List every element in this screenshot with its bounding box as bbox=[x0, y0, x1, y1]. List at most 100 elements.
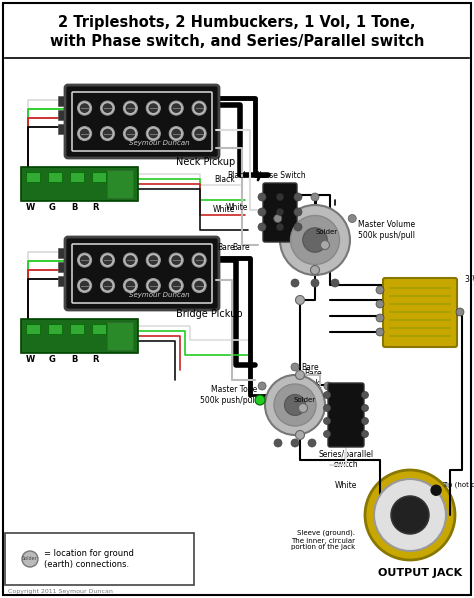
Circle shape bbox=[258, 223, 266, 231]
Text: White: White bbox=[226, 203, 248, 212]
Text: Seymour Duncan: Seymour Duncan bbox=[129, 292, 190, 298]
Circle shape bbox=[258, 208, 266, 216]
Text: Black: Black bbox=[301, 386, 322, 395]
Circle shape bbox=[277, 194, 283, 200]
Circle shape bbox=[78, 253, 91, 267]
Text: White: White bbox=[335, 481, 357, 490]
Circle shape bbox=[365, 470, 455, 560]
Circle shape bbox=[195, 104, 203, 112]
Text: Seymour Duncan: Seymour Duncan bbox=[129, 140, 190, 146]
Bar bbox=[107, 170, 133, 198]
Circle shape bbox=[295, 431, 304, 440]
Circle shape bbox=[149, 282, 157, 290]
Circle shape bbox=[308, 439, 316, 447]
Circle shape bbox=[123, 127, 137, 141]
Circle shape bbox=[103, 282, 112, 290]
Bar bbox=[70, 172, 84, 182]
Circle shape bbox=[362, 417, 368, 425]
Circle shape bbox=[294, 223, 302, 231]
Circle shape bbox=[81, 282, 89, 290]
FancyBboxPatch shape bbox=[328, 383, 364, 447]
Circle shape bbox=[81, 104, 89, 112]
Circle shape bbox=[192, 101, 206, 115]
Circle shape bbox=[146, 253, 160, 267]
FancyBboxPatch shape bbox=[65, 85, 219, 158]
Text: Bare: Bare bbox=[304, 368, 322, 377]
Circle shape bbox=[123, 279, 137, 292]
Bar bbox=[26, 172, 40, 182]
Circle shape bbox=[172, 256, 181, 264]
Text: W: W bbox=[26, 355, 35, 364]
Circle shape bbox=[258, 193, 266, 201]
Circle shape bbox=[192, 253, 206, 267]
Circle shape bbox=[299, 404, 308, 413]
Text: B: B bbox=[71, 203, 77, 212]
Circle shape bbox=[192, 279, 206, 292]
Circle shape bbox=[103, 129, 112, 138]
Bar bbox=[58, 276, 64, 286]
Bar bbox=[26, 324, 40, 334]
Circle shape bbox=[100, 279, 115, 292]
Circle shape bbox=[295, 295, 304, 304]
Circle shape bbox=[172, 282, 181, 290]
Circle shape bbox=[362, 431, 368, 438]
Text: Bridge Pickup: Bridge Pickup bbox=[176, 309, 243, 319]
Bar bbox=[114, 324, 128, 334]
Circle shape bbox=[195, 256, 203, 264]
Circle shape bbox=[81, 256, 89, 264]
Circle shape bbox=[255, 395, 265, 405]
Text: Tip (hot output): Tip (hot output) bbox=[442, 481, 474, 487]
Bar bbox=[58, 96, 64, 106]
Text: G: G bbox=[48, 355, 55, 364]
Circle shape bbox=[323, 417, 330, 425]
Text: Master Tone
500k push/pull: Master Tone 500k push/pull bbox=[200, 385, 257, 405]
Circle shape bbox=[303, 228, 327, 252]
Bar bbox=[58, 248, 64, 258]
Circle shape bbox=[274, 439, 282, 447]
Text: with Phase switch, and Series/Parallel switch: with Phase switch, and Series/Parallel s… bbox=[50, 35, 424, 50]
Circle shape bbox=[103, 104, 112, 112]
Circle shape bbox=[320, 240, 329, 249]
Circle shape bbox=[323, 431, 330, 438]
Circle shape bbox=[78, 127, 91, 141]
Circle shape bbox=[431, 485, 441, 495]
Bar bbox=[48, 172, 62, 182]
Text: Bare: Bare bbox=[301, 363, 319, 372]
Circle shape bbox=[376, 286, 384, 294]
Text: R: R bbox=[93, 203, 99, 212]
Circle shape bbox=[123, 101, 137, 115]
Text: Solder: Solder bbox=[294, 397, 316, 403]
Circle shape bbox=[311, 193, 319, 201]
Bar bbox=[58, 110, 64, 120]
Circle shape bbox=[149, 129, 157, 138]
Text: W: W bbox=[26, 203, 35, 212]
Text: Bare: Bare bbox=[232, 243, 250, 252]
Circle shape bbox=[291, 215, 339, 264]
Circle shape bbox=[146, 279, 160, 292]
Circle shape bbox=[294, 193, 302, 201]
Circle shape bbox=[103, 256, 112, 264]
Text: Black: Black bbox=[300, 379, 320, 388]
Circle shape bbox=[172, 104, 181, 112]
Text: Master Volume
500k push/pull: Master Volume 500k push/pull bbox=[358, 220, 415, 240]
FancyBboxPatch shape bbox=[21, 167, 138, 201]
Bar bbox=[70, 324, 84, 334]
Text: Sleeve (ground).
The inner, circular
portion of the jack: Sleeve (ground). The inner, circular por… bbox=[291, 530, 355, 551]
Circle shape bbox=[126, 256, 135, 264]
Circle shape bbox=[291, 279, 299, 287]
Text: Phase Switch: Phase Switch bbox=[255, 171, 305, 180]
Text: Black: Black bbox=[214, 175, 235, 185]
Circle shape bbox=[126, 104, 135, 112]
Circle shape bbox=[192, 127, 206, 141]
Circle shape bbox=[294, 208, 302, 216]
Circle shape bbox=[146, 127, 160, 141]
Circle shape bbox=[376, 314, 384, 322]
Bar bbox=[58, 124, 64, 134]
Circle shape bbox=[169, 101, 183, 115]
Circle shape bbox=[149, 104, 157, 112]
Circle shape bbox=[169, 279, 183, 292]
Text: Bare: Bare bbox=[218, 243, 235, 252]
Bar bbox=[48, 324, 62, 334]
Circle shape bbox=[100, 253, 115, 267]
Circle shape bbox=[149, 256, 157, 264]
